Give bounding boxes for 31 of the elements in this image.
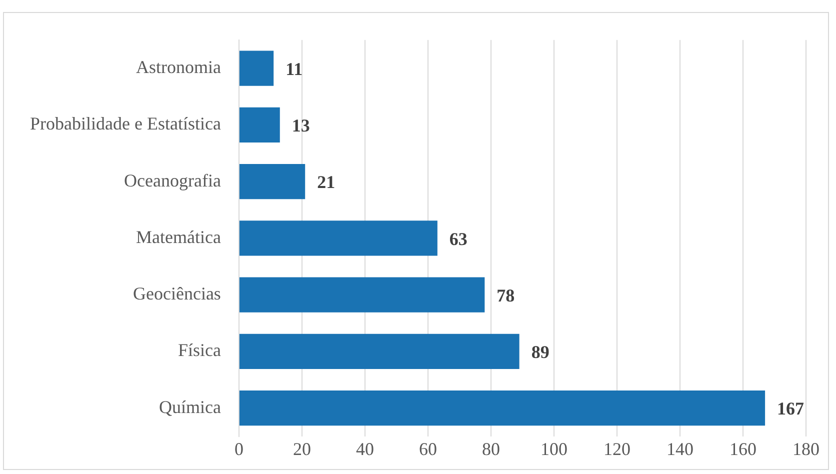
x-tick-label: 100 (540, 438, 568, 459)
x-tick-label: 120 (603, 438, 630, 459)
data-label: 63 (449, 228, 468, 249)
bar (239, 50, 274, 86)
x-tick-label: 0 (234, 438, 244, 459)
y-tick-label: Física (178, 340, 221, 360)
data-label: 11 (286, 58, 303, 79)
data-label: 13 (292, 116, 310, 136)
x-tick-label: 40 (356, 438, 374, 459)
y-tick-label: Oceanografia (124, 170, 221, 190)
bar (239, 334, 520, 370)
x-tick-label: 80 (482, 438, 500, 459)
bar (239, 107, 280, 142)
x-tick-label: 20 (292, 438, 311, 459)
y-tick-label: Química (158, 396, 221, 417)
x-tick-label: 160 (729, 438, 756, 459)
data-label: 167 (777, 398, 804, 419)
bar (239, 164, 306, 200)
y-tick-label: Matemática (136, 226, 221, 247)
x-tick-label: 140 (666, 438, 694, 459)
bar (239, 220, 438, 256)
x-tick-label: 180 (792, 438, 820, 459)
y-tick-label: Geociências (132, 284, 221, 304)
y-tick-label: Probabilidade e Estatística (30, 114, 221, 134)
x-tick-label: 60 (418, 438, 437, 459)
data-label: 89 (531, 342, 550, 362)
data-label: 21 (317, 172, 336, 192)
bar (239, 277, 485, 312)
y-tick-label: Astronomia (136, 57, 221, 78)
data-label: 78 (496, 285, 515, 306)
bar (239, 390, 766, 426)
